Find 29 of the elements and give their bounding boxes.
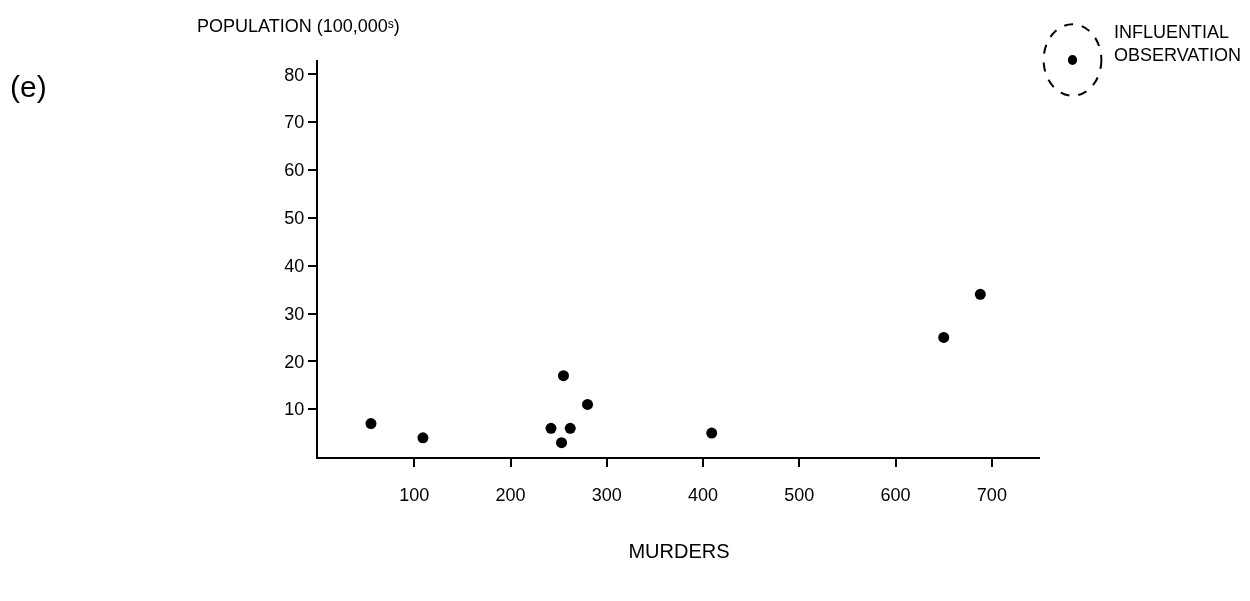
- y-tick-label: 40: [284, 255, 305, 276]
- point: [365, 418, 377, 430]
- point: [706, 427, 718, 439]
- x-tick-label: 400: [688, 484, 719, 505]
- x-tick-label: 600: [880, 484, 911, 505]
- y-axis-title: POPULATION (100,000ˢ): [197, 16, 400, 36]
- point: [582, 398, 594, 410]
- point: [974, 288, 986, 300]
- x-tick-label: 300: [591, 484, 622, 505]
- x-tick-label: 100: [399, 484, 430, 505]
- point: [545, 422, 557, 434]
- y-tick-label: 80: [284, 64, 305, 85]
- x-axis-title: MURDERS: [628, 539, 730, 562]
- point: [938, 331, 950, 343]
- y-tick-label: 10: [284, 399, 305, 420]
- text: (e): [10, 70, 47, 103]
- x-tick-label: 200: [495, 484, 526, 505]
- y-tick-label: 50: [284, 208, 305, 229]
- point: [557, 370, 569, 382]
- x-tick-label: 500: [784, 484, 815, 505]
- y-tick-label: 20: [284, 351, 305, 372]
- point: [417, 432, 429, 444]
- y-tick-label: 60: [284, 160, 305, 181]
- x-tick-label: 700: [976, 484, 1007, 505]
- point: [556, 437, 568, 449]
- point: [564, 422, 576, 434]
- text: INFLUENTIAL OBSERVATION: [1114, 22, 1242, 66]
- y-tick-label: 30: [284, 303, 305, 324]
- y-tick-label: 70: [284, 112, 305, 133]
